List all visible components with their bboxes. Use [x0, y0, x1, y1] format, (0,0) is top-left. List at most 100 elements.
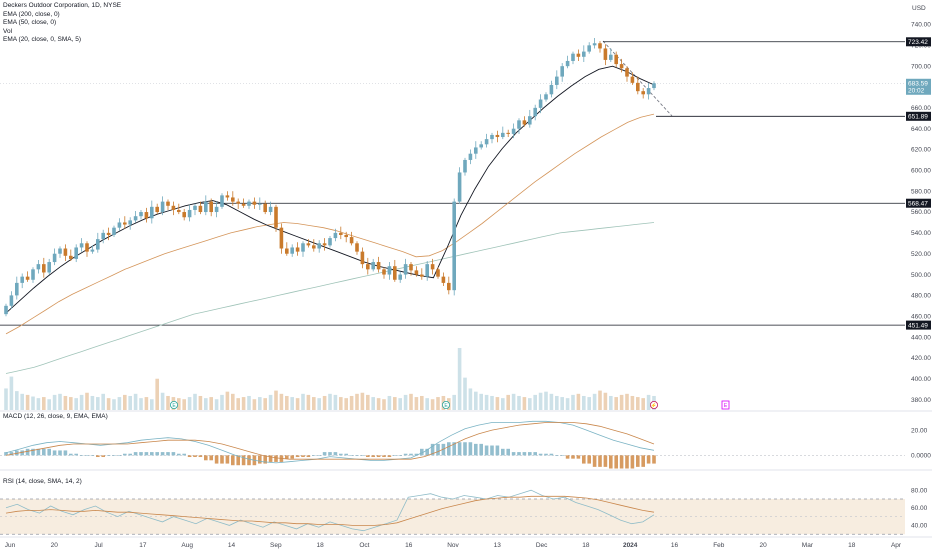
candle-body[interactable] [360, 251, 365, 265]
candle-body[interactable] [619, 64, 624, 69]
candle-body[interactable] [571, 53, 575, 61]
candle-body[interactable] [544, 94, 548, 100]
legend-volume[interactable]: Vol [3, 27, 13, 35]
candle-body[interactable] [155, 206, 159, 213]
candle-body[interactable] [425, 264, 429, 277]
candle-body[interactable] [204, 201, 208, 213]
candle-body[interactable] [614, 54, 618, 65]
candle-body[interactable] [247, 201, 251, 206]
candle-body[interactable] [236, 201, 240, 204]
candle-body[interactable] [187, 209, 192, 218]
candle-body[interactable] [576, 53, 581, 57]
candle-body[interactable] [193, 205, 197, 210]
candle-body[interactable] [479, 144, 483, 148]
candle-body[interactable] [382, 269, 386, 275]
split-marker[interactable]: ⚡ [650, 400, 659, 409]
candle-body[interactable] [436, 269, 440, 277]
candle-body[interactable] [452, 201, 456, 291]
candle-body[interactable] [484, 139, 489, 145]
candle-body[interactable] [74, 247, 78, 259]
candle-body[interactable] [96, 239, 100, 250]
candle-body[interactable] [79, 243, 84, 248]
price-candles[interactable] [4, 38, 656, 317]
candle-body[interactable] [231, 197, 235, 202]
candle-body[interactable] [598, 43, 602, 49]
candle-body[interactable] [652, 83, 656, 89]
candle-body[interactable] [31, 269, 35, 280]
candle-body[interactable] [609, 54, 613, 60]
candle-body[interactable] [301, 243, 305, 252]
candle-body[interactable] [36, 264, 41, 270]
legend-ema200[interactable]: EMA (200, close, 0) [3, 10, 60, 18]
candle-body[interactable] [403, 264, 408, 275]
upcoming-earnings-marker[interactable]: E [721, 400, 730, 410]
candle-body[interactable] [290, 247, 294, 254]
candle-body[interactable] [528, 116, 532, 125]
candle-body[interactable] [414, 270, 419, 275]
candle-body[interactable] [376, 262, 381, 270]
candle-body[interactable] [220, 195, 224, 207]
candle-body[interactable] [344, 234, 348, 238]
candle-body[interactable] [430, 264, 435, 270]
candle-body[interactable] [474, 147, 478, 154]
candle-body[interactable] [42, 264, 46, 273]
candle-body[interactable] [339, 232, 343, 235]
candle-body[interactable] [560, 66, 564, 77]
candle-body[interactable] [4, 305, 8, 315]
rsi-legend[interactable]: RSI (14, close, SMA, 14, 2) [3, 478, 82, 485]
candle-body[interactable] [106, 232, 111, 235]
candle-body[interactable] [371, 262, 375, 270]
candle-body[interactable] [387, 266, 392, 275]
candle-body[interactable] [58, 248, 62, 254]
candle-body[interactable] [252, 201, 257, 205]
candle-body[interactable] [9, 295, 14, 306]
candle-body[interactable] [592, 43, 597, 46]
candle-body[interactable] [69, 255, 73, 259]
candle-body[interactable] [90, 249, 95, 252]
earnings-marker[interactable]: E [169, 400, 178, 409]
candle-body[interactable] [506, 132, 510, 134]
candle-body[interactable] [630, 76, 635, 83]
candle-body[interactable] [495, 134, 500, 138]
legend-ema50[interactable]: EMA (50, close, 0) [3, 19, 57, 27]
candle-body[interactable] [328, 238, 332, 246]
candle-body[interactable] [463, 159, 467, 173]
candle-body[interactable] [198, 205, 203, 213]
time-axis[interactable]: Jun 20 Jul 17 Aug 14 Sep 18 Oct 16 Nov 13 Dec 18 2024 1… [5, 542, 902, 549]
candle-body[interactable] [355, 243, 359, 252]
candle-body[interactable] [225, 195, 230, 198]
candle-body[interactable] [587, 45, 591, 52]
candle-body[interactable] [538, 99, 543, 108]
candle-body[interactable] [52, 253, 57, 263]
candle-body[interactable] [171, 205, 176, 210]
candle-body[interactable] [20, 276, 24, 283]
candle-body[interactable] [285, 248, 289, 254]
candle-body[interactable] [636, 82, 640, 92]
candle-body[interactable] [565, 60, 570, 67]
horizontal-levels[interactable] [0, 41, 905, 326]
candle-body[interactable] [241, 203, 246, 206]
candle-body[interactable] [549, 84, 554, 95]
legend-ema20[interactable]: EMA (20, close, 0, SMA, 5) [3, 36, 82, 44]
candle-body[interactable] [274, 206, 278, 228]
candle-body[interactable] [333, 232, 338, 239]
candle-body[interactable] [457, 172, 462, 202]
candle-body[interactable] [641, 91, 645, 95]
candle-body[interactable] [47, 262, 51, 273]
candle-body[interactable] [322, 243, 327, 246]
candle-body[interactable] [468, 153, 473, 160]
candle-body[interactable] [447, 282, 451, 291]
candle-body[interactable] [177, 209, 181, 213]
candle-body[interactable] [349, 237, 354, 244]
candle-body[interactable] [85, 243, 89, 252]
candle-body[interactable] [441, 276, 446, 283]
candle-body[interactable] [150, 206, 154, 219]
candle-body[interactable] [490, 134, 494, 140]
candle-body[interactable] [63, 248, 68, 256]
candle-body[interactable] [139, 212, 143, 217]
candle-body[interactable] [144, 212, 149, 219]
candle-body[interactable] [279, 227, 284, 249]
candle-body[interactable] [123, 222, 127, 225]
candle-body[interactable] [15, 282, 19, 296]
